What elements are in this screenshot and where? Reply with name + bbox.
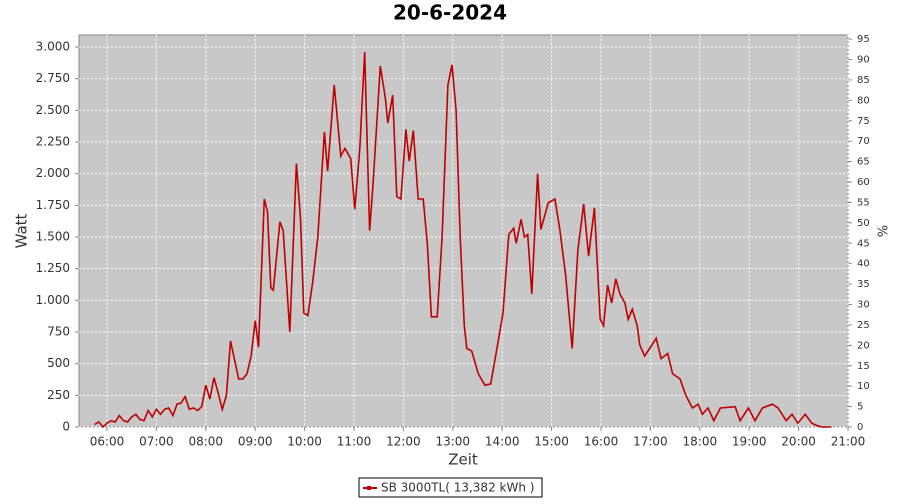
y2-tick-label: 90 [857,55,870,66]
y2-tick-label: 35 [857,279,870,290]
x-tick-label: 15:00 [534,435,569,449]
x-tick-label: 16:00 [584,435,619,449]
x-tick-label: 07:00 [139,435,174,449]
y-tick-label: 1.000 [36,293,70,307]
y2-tick-label: 55 [857,197,870,208]
x-tick-label: 13:00 [435,435,470,449]
series-line [94,52,832,429]
legend [358,477,543,498]
x-tick-label: 09:00 [238,435,273,449]
y2-tick-label: 20 [857,340,870,351]
x-tick-label: 17:00 [633,435,668,449]
y-tick-label: 750 [47,325,70,339]
x-tick-label: 10:00 [287,435,322,449]
x-tick-label: 08:00 [188,435,223,449]
x-tick-label: 20:00 [781,435,816,449]
y-tick-label: 2.500 [36,103,70,117]
y2-tick-label: 0 [857,422,863,433]
y-tick-label: 2.000 [36,166,70,180]
y2-tick-label: 10 [857,381,870,392]
y-axis-label: Watt [13,213,31,248]
y2-tick-label: 5 [857,402,863,413]
x-tick-label: 18:00 [683,435,718,449]
y2-tick-label: 85 [857,75,870,86]
x-tick-label: 06:00 [90,435,125,449]
y-tick-label: 1.500 [36,230,70,244]
plot-area [78,34,849,428]
y2-tick-label: 65 [857,157,870,168]
y-tick-label: 3.000 [36,40,70,54]
legend-label: SB 3000TL( 13,382 kWh ) [381,481,534,495]
y2-axis-label: % [877,225,892,237]
y2-tick-label: 30 [857,300,870,311]
y2-tick-label: 95 [857,34,870,45]
y-tick-label: 500 [47,356,70,370]
y-tick-label: 250 [47,388,70,402]
y2-tick-label: 60 [857,177,870,188]
x-tick-label: 21:00 [831,435,866,449]
x-axis-label: Zeit [448,451,478,469]
legend-marker [367,486,371,490]
y2-tick-label: 25 [857,320,870,331]
y2-tick-label: 70 [857,136,870,147]
legend-box [358,477,543,498]
y-tick-label: 2.250 [36,135,70,149]
y2-tick-label: 40 [857,259,870,270]
chart-title: 20-6-2024 [393,1,507,25]
y2-tick-label: 50 [857,218,870,229]
y2-tick-label: 45 [857,238,870,249]
y2-tick-label: 75 [857,116,870,127]
y2-tick-label: 15 [857,361,870,372]
y-tick-label: 2.750 [36,71,70,85]
y-tick-label: 0 [62,420,70,434]
x-tick-label: 12:00 [386,435,421,449]
x-tick-label: 11:00 [337,435,372,449]
x-tick-label: 14:00 [485,435,520,449]
y2-tick-label: 80 [857,95,870,106]
y-tick-label: 1.750 [36,198,70,212]
y-tick-label: 1.250 [36,261,70,275]
x-tick-label: 19:00 [732,435,767,449]
